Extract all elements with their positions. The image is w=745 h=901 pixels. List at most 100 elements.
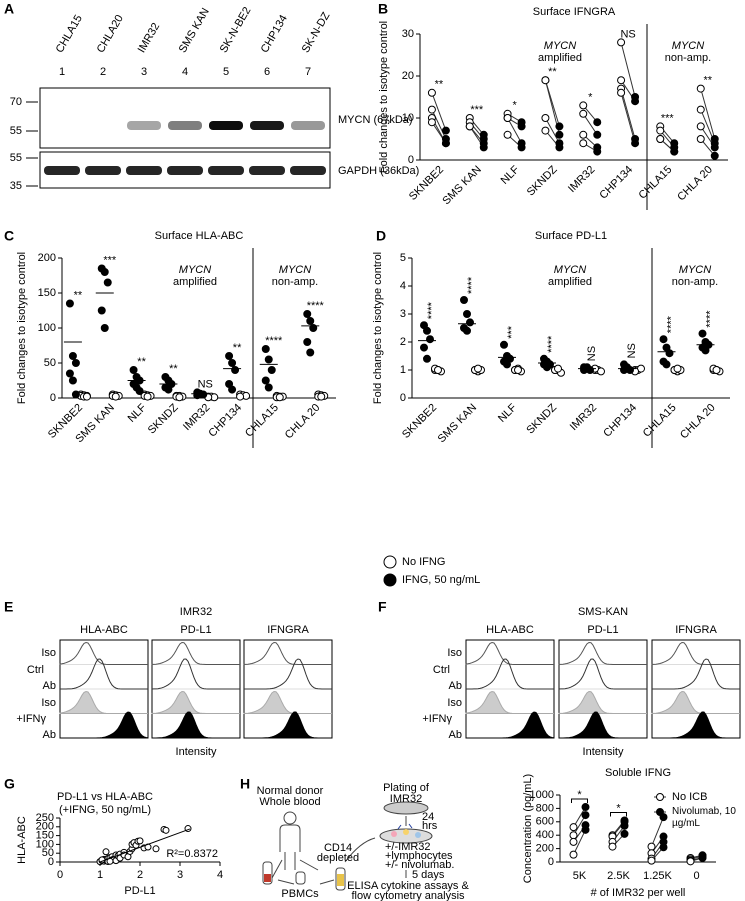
x-tick-label: CHLA15 <box>243 402 281 440</box>
y-tick-label: 0 <box>50 392 56 404</box>
donor-body <box>279 824 301 870</box>
data-point <box>264 383 273 392</box>
data-point <box>569 831 578 840</box>
data-point <box>264 355 273 364</box>
data-point <box>686 857 695 866</box>
data-point <box>710 151 719 160</box>
data-point <box>231 366 240 374</box>
y-tick-label: 150 <box>36 830 54 842</box>
x-axis-label: # of IMR32 per well <box>591 887 686 899</box>
band-label: GAPDH (36kDa) <box>338 165 419 177</box>
x-axis-label: PD-L1 <box>124 885 155 897</box>
x-tick-label: CHLA 20 <box>675 164 715 204</box>
row-label: Iso <box>41 647 56 659</box>
data-point <box>427 88 436 97</box>
arrow <box>277 879 335 885</box>
data-point <box>71 359 80 367</box>
data-point <box>71 390 80 399</box>
histogram <box>152 711 240 739</box>
data-point <box>102 848 110 856</box>
significance: NS <box>620 28 635 40</box>
data-point <box>647 842 656 851</box>
y-tick-label: 1000 <box>530 789 554 801</box>
data-point <box>65 369 74 378</box>
chart-title: Surface HLA-ABC <box>155 230 244 242</box>
significance: **** <box>704 310 716 328</box>
histogram <box>244 658 332 690</box>
x-tick-label: 1 <box>97 869 103 881</box>
pair-line <box>582 113 598 136</box>
data-point <box>162 826 170 834</box>
histogram <box>652 711 740 739</box>
diagram-label: +/- nivolumab. <box>385 859 454 871</box>
group-label: MYCN <box>554 264 586 276</box>
histogram <box>651 641 740 665</box>
lane-label: IMR32 <box>136 21 163 55</box>
data-point <box>712 366 721 374</box>
histogram <box>244 711 332 739</box>
lane-number: 6 <box>264 66 270 78</box>
band <box>290 166 326 175</box>
data-point <box>261 376 270 385</box>
group-label: MYCN <box>179 264 211 276</box>
diagram-label: Normal donor <box>257 785 324 797</box>
data-point <box>555 130 564 139</box>
data-point <box>656 135 665 143</box>
diagram-label: CD14 <box>324 842 352 854</box>
y-tick-label: 5 <box>400 252 406 264</box>
data-point <box>670 147 679 156</box>
data-point <box>427 118 436 127</box>
x-tick-label: 4 <box>217 869 223 881</box>
panel-label: B <box>378 1 388 17</box>
significance-bracket <box>610 811 627 817</box>
pair-line <box>620 42 636 98</box>
data-point <box>569 837 578 846</box>
data-point <box>135 387 144 395</box>
group-label: non-amp. <box>672 276 718 288</box>
lane-label: SK-N-DZ <box>300 10 333 55</box>
band <box>168 121 202 130</box>
significance: NS <box>586 346 598 361</box>
lane-number: 5 <box>223 66 229 78</box>
histogram <box>466 711 555 739</box>
diagram-label: ELISA cytokine assays & <box>347 880 469 892</box>
data-point <box>441 126 450 135</box>
histogram <box>60 711 149 739</box>
significance: ** <box>548 66 557 78</box>
column-title: IFNGRA <box>675 624 717 636</box>
data-point <box>503 114 512 122</box>
data-point <box>579 101 588 110</box>
x-tick-label: SKNBE2 <box>400 402 439 441</box>
data-point <box>698 853 707 862</box>
x-axis-label: Intensity <box>583 746 624 758</box>
diagram-label: 24 <box>422 811 434 823</box>
y-tick-label: 200 <box>36 821 54 833</box>
x-tick-label: SMS KAN <box>440 164 484 208</box>
data-point <box>228 385 237 394</box>
significance: **** <box>546 335 558 353</box>
group-label: non-amp. <box>272 276 318 288</box>
significance: * <box>616 802 621 814</box>
x-tick-label: 5K <box>573 870 587 882</box>
significance: **** <box>307 300 325 312</box>
data-point <box>306 348 315 357</box>
y-tick-label: 50 <box>44 357 56 369</box>
tube <box>335 867 346 891</box>
data-point <box>701 346 710 355</box>
x-tick-label: CHLA15 <box>641 402 679 440</box>
x-tick-label: 2 <box>137 869 143 881</box>
pair-line <box>544 117 560 144</box>
data-point <box>555 143 564 152</box>
row-label: +IFNγ <box>422 713 452 725</box>
y-tick-label: 4 <box>400 280 406 292</box>
band <box>291 121 325 130</box>
chart-subtitle: (+IFNG, 50 ng/mL) <box>59 804 151 816</box>
chart-title: PD-L1 vs HLA-ABC <box>57 791 153 803</box>
data-point <box>143 392 152 401</box>
data-point <box>193 391 202 400</box>
data-point <box>593 130 602 139</box>
band <box>209 121 243 130</box>
diagram-label: +/-IMR32 <box>385 841 431 853</box>
data-point <box>580 366 588 374</box>
y-tick-label: 0 <box>548 856 554 868</box>
